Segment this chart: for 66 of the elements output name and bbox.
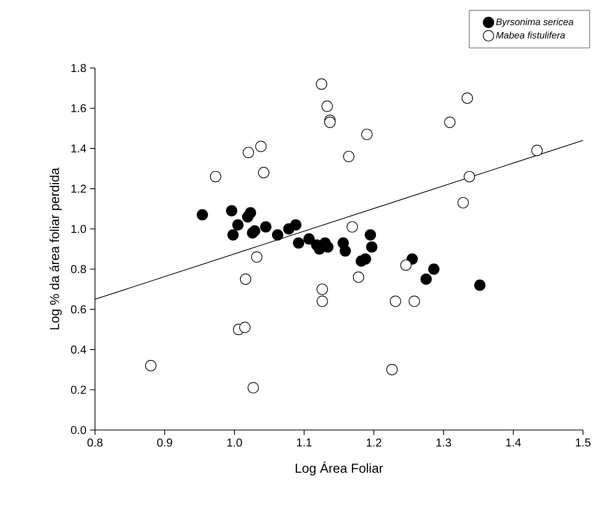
point xyxy=(400,259,412,271)
point xyxy=(360,253,372,265)
point xyxy=(531,144,543,156)
point xyxy=(249,225,260,237)
point xyxy=(444,116,456,128)
point xyxy=(242,146,254,158)
point xyxy=(303,233,315,245)
point xyxy=(258,166,270,178)
y-tick-label: 1.6 xyxy=(71,104,86,112)
point xyxy=(290,219,302,231)
point xyxy=(316,284,328,295)
point xyxy=(272,229,284,241)
point xyxy=(361,128,373,140)
point xyxy=(239,322,251,334)
x-tick-label: 0.9 xyxy=(157,438,172,447)
y-tick-label: 1.8 xyxy=(71,64,86,72)
point xyxy=(322,100,333,112)
point xyxy=(145,360,156,372)
y-tick-label: 1.4 xyxy=(71,144,86,152)
point xyxy=(462,92,473,104)
x-tick-label: 0.8 xyxy=(87,438,102,447)
point xyxy=(386,364,398,376)
point xyxy=(340,245,351,257)
point xyxy=(210,170,222,182)
x-tick-label: 1.4 xyxy=(506,438,521,446)
point xyxy=(408,296,420,307)
legend-label: Byrsonima sericea xyxy=(496,18,574,28)
point xyxy=(226,205,238,216)
point xyxy=(292,237,304,249)
x-axis-title: Log Área Foliar xyxy=(296,461,384,476)
x-tick-label: 1.3 xyxy=(436,438,452,447)
point xyxy=(428,263,440,275)
point xyxy=(366,241,378,253)
point xyxy=(464,170,476,182)
point xyxy=(343,150,354,162)
point xyxy=(364,229,376,241)
y-tick-label: 1.0 xyxy=(71,224,86,233)
y-axis-title: Log % da área foliar perdida xyxy=(49,168,62,330)
y-tick-label: 0.0 xyxy=(71,426,86,434)
x-tick-label: 1.2 xyxy=(366,438,382,447)
point xyxy=(474,280,486,291)
point xyxy=(260,221,272,233)
point xyxy=(316,296,328,307)
point xyxy=(390,296,402,307)
y-tick-label: 0.2 xyxy=(71,386,86,394)
point xyxy=(240,274,252,285)
x-tick-label: 1.5 xyxy=(576,438,590,447)
legend-label: Mabea fistulifera xyxy=(496,32,565,39)
point xyxy=(196,209,208,220)
point xyxy=(227,229,239,241)
point xyxy=(457,197,469,208)
y-tick-label: 1.2 xyxy=(71,184,86,193)
y-tick-label: 0.4 xyxy=(71,346,86,354)
x-tick-label: 1.1 xyxy=(297,438,312,446)
point xyxy=(251,251,262,263)
point xyxy=(420,274,432,285)
point xyxy=(316,78,328,90)
point xyxy=(244,207,256,218)
point xyxy=(352,272,364,283)
point xyxy=(346,221,358,233)
point xyxy=(255,140,267,152)
y-tick-label: 0.8 xyxy=(71,265,86,274)
point xyxy=(232,219,244,231)
point xyxy=(248,382,259,394)
x-tick-label: 1.0 xyxy=(227,438,242,447)
y-tick-label: 0.6 xyxy=(71,305,86,314)
